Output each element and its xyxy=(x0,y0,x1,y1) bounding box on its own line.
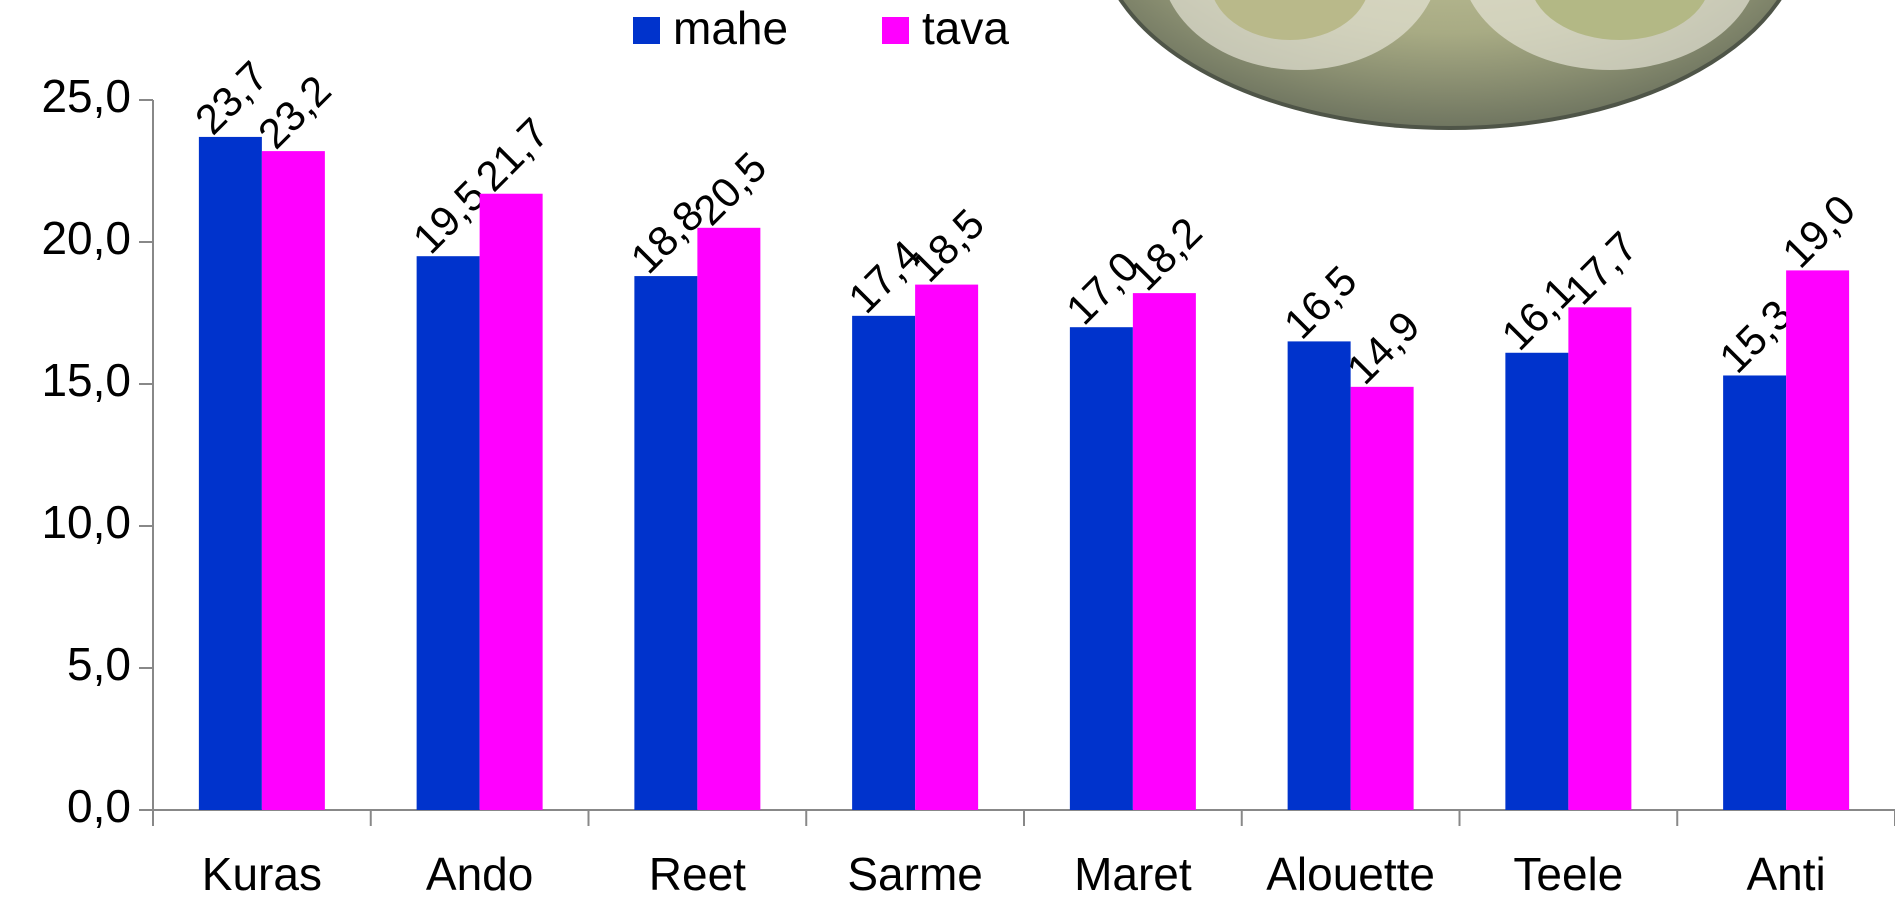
bar xyxy=(697,227,761,811)
data-label: 21,7 xyxy=(467,109,558,200)
x-tick-label: Sarme xyxy=(847,848,982,900)
x-tick-label: Maret xyxy=(1074,848,1192,900)
legend-label: tava xyxy=(922,2,1009,54)
data-label: 14,9 xyxy=(1338,302,1429,393)
bar xyxy=(1132,293,1196,810)
x-tick-label: Anti xyxy=(1746,848,1825,900)
y-tick-label: 10,0 xyxy=(41,496,131,548)
x-tick-label: Ando xyxy=(426,848,533,900)
y-tick-label: 25,0 xyxy=(41,70,131,122)
data-label: 19,0 xyxy=(1773,186,1864,277)
y-tick-label: 5,0 xyxy=(67,638,131,690)
bar xyxy=(416,256,480,810)
y-tick-label: 20,0 xyxy=(41,212,131,264)
bar xyxy=(1505,352,1569,810)
photo xyxy=(1118,0,1782,130)
bar xyxy=(852,315,916,810)
legend-swatch xyxy=(633,17,660,44)
bar xyxy=(1786,270,1850,810)
bar xyxy=(1069,327,1133,810)
y-tick-label: 15,0 xyxy=(41,354,131,406)
x-tick-label: Kuras xyxy=(202,848,322,900)
bar xyxy=(1287,341,1351,810)
legend-label: mahe xyxy=(673,2,788,54)
bar xyxy=(479,193,543,811)
bar xyxy=(1568,307,1632,810)
y-tick-label: 0,0 xyxy=(67,780,131,832)
x-tick-label: Reet xyxy=(649,848,746,900)
x-tick-label: Alouette xyxy=(1266,848,1435,900)
bar xyxy=(1723,375,1787,810)
bar xyxy=(915,284,979,811)
data-label: 16,5 xyxy=(1275,257,1366,348)
bar xyxy=(1350,386,1414,810)
x-tick-label: Teele xyxy=(1513,848,1623,900)
bar xyxy=(261,151,325,810)
legend-swatch xyxy=(882,17,909,44)
bar xyxy=(634,276,698,811)
bar xyxy=(198,136,262,811)
